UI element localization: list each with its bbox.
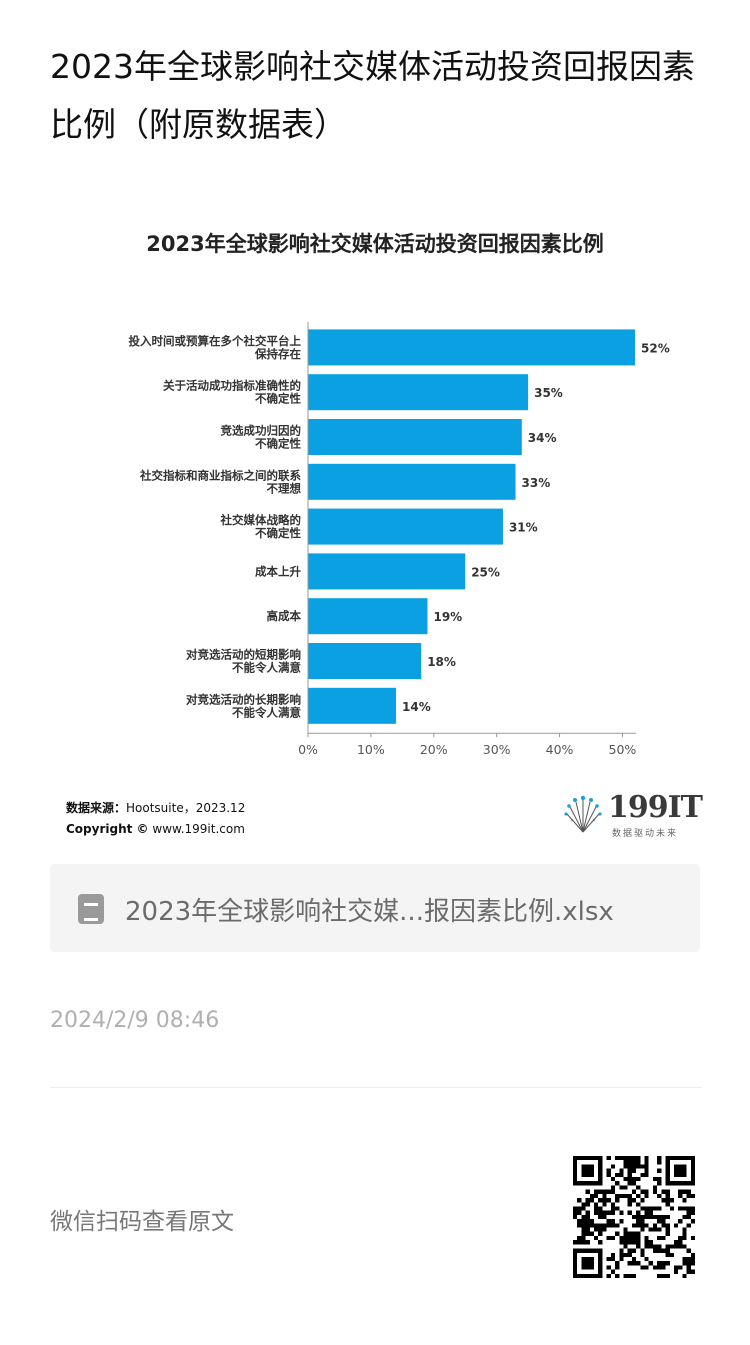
x-tick-label-5: 50% (609, 742, 637, 757)
data-label-0: 52% (641, 341, 670, 355)
data-label-3: 33% (522, 476, 551, 490)
x-tick-label-2: 20% (420, 742, 448, 757)
attachment-file-name: 2023年全球影响社交媒...报因素比例.xlsx (125, 897, 614, 927)
bar-5 (308, 553, 466, 590)
bar-8 (308, 687, 397, 724)
source-block: 数据来源：Hootsuite，2023.12 Copyright © www.1… (66, 798, 245, 840)
chart-container: 2023年全球影响社交媒体活动投资回报因素比例 52% 投入时间或预算在多个社交平… (0, 200, 750, 860)
article-title: 2023年全球影响社交媒体活动投资回报因素比例（附原数据表） (50, 47, 695, 144)
bar-chart: 52%投入时间或预算在多个社交平台上保持存在35%关于活动成功指标准确性的不确定… (129, 322, 670, 757)
data-label-7: 18% (427, 655, 456, 669)
category-label-4-1: 不确定性 (255, 526, 301, 540)
category-label-7-1: 不能令人满意 (232, 661, 301, 675)
qr-code-icon[interactable] (573, 1156, 695, 1278)
x-tick-label-3: 30% (483, 742, 511, 757)
source-value: Hootsuite，2023.12 (126, 801, 246, 815)
copyright-value: www.199it.com (152, 822, 245, 836)
data-label-5: 25% (471, 565, 500, 579)
category-label-5-0: 成本上升 (255, 564, 301, 578)
scan-to-view-label: 微信扫码查看原文 (50, 1209, 234, 1235)
bar-2 (308, 419, 522, 455)
category-label-4-0: 社交媒体战略的 (220, 513, 302, 527)
category-label-1-0: 关于活动成功指标准确性的 (163, 379, 301, 393)
publish-timestamp: 2024/2/9 08:46 (50, 1008, 220, 1033)
bar-0 (308, 329, 635, 366)
data-label-4: 31% (509, 521, 538, 535)
bar-1 (308, 374, 529, 411)
x-tick-label-4: 40% (546, 742, 574, 757)
x-tick-label-1: 10% (357, 742, 385, 757)
dandelion-logo-icon (564, 795, 602, 833)
bar-7 (308, 643, 422, 679)
chart-title: 2023年全球影响社交媒体活动投资回报因素比例 (146, 232, 604, 256)
divider (50, 1087, 702, 1088)
category-label-1-1: 不确定性 (255, 392, 301, 406)
category-label-8-0: 对竞选活动的长期影响 (186, 692, 301, 706)
category-label-0-0: 投入时间或预算在多个社交平台上 (129, 334, 302, 348)
bar-3 (308, 463, 516, 500)
source-label: 数据来源： (66, 801, 127, 815)
data-label-2: 34% (528, 431, 557, 445)
category-label-2-0: 竞选成功归因的 (221, 424, 302, 438)
data-label-6: 19% (433, 610, 462, 624)
brand-logo: 199IT 数据驱动未来 (560, 790, 703, 840)
spreadsheet-file-icon (78, 894, 104, 924)
category-label-6-0: 高成本 (267, 609, 302, 623)
logo-tagline: 数据驱动未来 (612, 829, 679, 839)
category-label-0-1: 保持存在 (254, 347, 301, 361)
data-label-8: 14% (402, 700, 431, 714)
x-tick-label-0: 0% (298, 742, 318, 757)
bar-4 (308, 508, 503, 545)
logo-text: 199IT (608, 790, 703, 825)
data-label-1: 35% (534, 386, 563, 400)
category-label-2-1: 不确定性 (255, 437, 301, 451)
category-label-3-1: 不理想 (267, 481, 302, 495)
category-label-3-0: 社交指标和商业指标之间的联系 (139, 468, 301, 482)
bar-6 (308, 598, 428, 635)
attachment-file-card[interactable]: 2023年全球影响社交媒...报因素比例.xlsx (50, 864, 700, 952)
category-label-7-0: 对竞选活动的短期影响 (186, 648, 301, 662)
copyright-label: Copyright © (66, 822, 149, 836)
category-label-8-1: 不能令人满意 (232, 705, 301, 719)
